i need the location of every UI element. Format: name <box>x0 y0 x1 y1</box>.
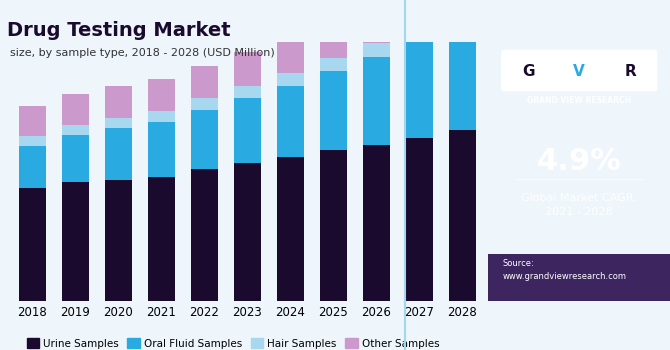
Bar <box>277 73 304 86</box>
Bar <box>234 98 261 163</box>
Bar <box>62 135 90 182</box>
FancyBboxPatch shape <box>488 254 670 301</box>
Bar <box>277 158 304 301</box>
Bar <box>190 98 218 110</box>
Text: GRAND VIEW RESEARCH: GRAND VIEW RESEARCH <box>527 96 631 105</box>
Bar <box>19 136 46 146</box>
Bar <box>405 0 433 27</box>
Bar <box>277 38 304 73</box>
Bar <box>147 177 176 301</box>
Text: R: R <box>624 64 636 79</box>
Bar <box>147 122 176 177</box>
Bar <box>405 42 433 138</box>
Text: size, by sample type, 2018 - 2028 (USD Million): size, by sample type, 2018 - 2028 (USD M… <box>10 48 275 58</box>
Bar <box>105 86 133 118</box>
FancyBboxPatch shape <box>501 50 657 91</box>
Bar <box>448 25 476 131</box>
Bar <box>320 22 348 58</box>
Bar <box>405 27 433 42</box>
Bar <box>234 86 261 98</box>
Text: V: V <box>574 64 585 79</box>
Bar <box>62 94 90 125</box>
Bar <box>105 128 133 180</box>
Bar <box>362 43 391 57</box>
Bar <box>362 57 391 145</box>
Bar <box>320 71 348 150</box>
Text: Drug Testing Market: Drug Testing Market <box>7 21 230 41</box>
Bar <box>448 9 476 25</box>
Bar <box>320 150 348 301</box>
Bar <box>19 188 46 301</box>
Bar <box>190 110 218 169</box>
Bar <box>320 58 348 71</box>
Text: G: G <box>522 64 535 79</box>
Bar <box>405 138 433 301</box>
Bar <box>105 180 133 301</box>
Bar <box>190 66 218 98</box>
Bar <box>277 86 304 158</box>
Text: Global Market CAGR,
2021 - 2028: Global Market CAGR, 2021 - 2028 <box>521 193 637 217</box>
Bar <box>19 106 46 136</box>
Bar <box>362 145 391 301</box>
Bar <box>234 52 261 86</box>
Bar <box>62 125 90 135</box>
Bar <box>448 131 476 301</box>
Bar <box>19 146 46 188</box>
Bar <box>62 182 90 301</box>
Text: 4.9%: 4.9% <box>537 147 622 176</box>
Bar <box>105 118 133 128</box>
Bar <box>147 79 176 111</box>
Legend: Urine Samples, Oral Fluid Samples, Hair Samples, Other Samples: Urine Samples, Oral Fluid Samples, Hair … <box>23 334 444 350</box>
Text: Source:
www.grandviewresearch.com: Source: www.grandviewresearch.com <box>502 259 627 281</box>
Bar <box>448 0 476 9</box>
Bar <box>362 4 391 43</box>
Bar <box>147 111 176 122</box>
Bar <box>234 163 261 301</box>
Bar <box>190 169 218 301</box>
